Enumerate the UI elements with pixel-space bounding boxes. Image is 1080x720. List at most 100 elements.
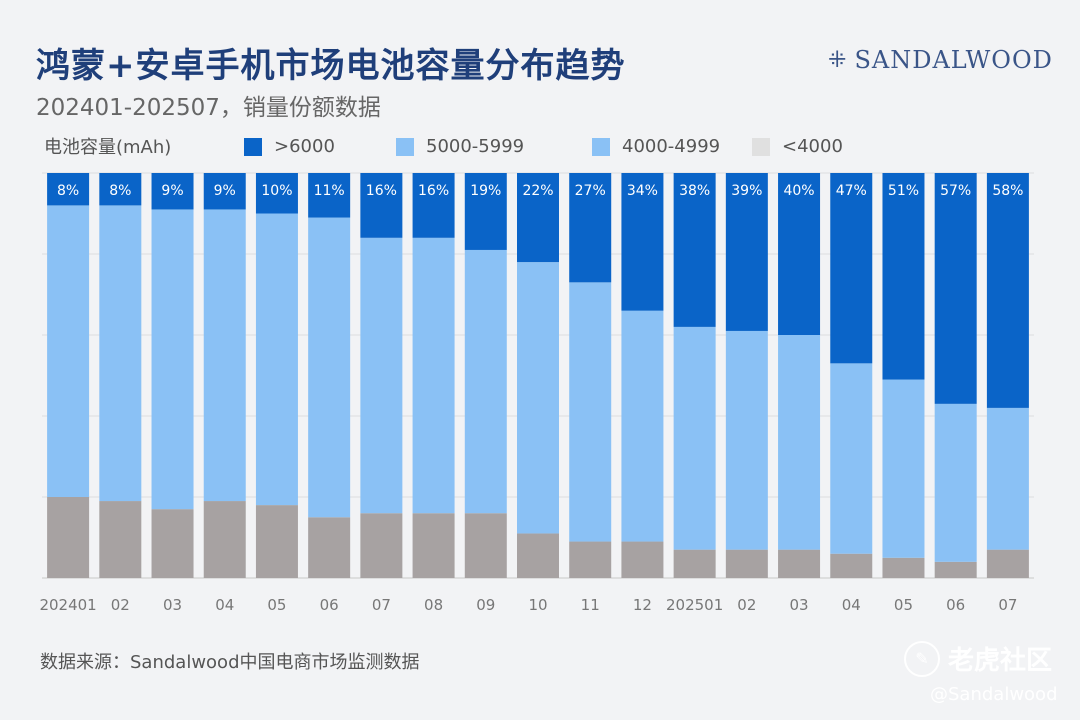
unit-label: 电池容量(mAh) — [44, 137, 172, 158]
legend-swatch — [592, 137, 610, 156]
brand-logo: ⁜ SANDALWOOD — [828, 46, 1053, 74]
bar-segment — [830, 363, 873, 554]
data-label: 8% — [109, 183, 131, 199]
bar-segment — [934, 561, 977, 578]
x-tick-label: 202401 — [39, 596, 96, 614]
bar-segment — [621, 173, 664, 311]
x-tick-label: 202501 — [666, 596, 723, 614]
bar-segment — [360, 513, 403, 578]
bar-segment — [569, 282, 612, 542]
bar-segment — [255, 213, 298, 506]
bar-segment — [464, 513, 507, 578]
bar-segment — [412, 513, 455, 578]
x-tick-label: 07 — [998, 596, 1017, 614]
chart-subtitle: 202401-202507，销量份额数据 — [36, 95, 381, 121]
bar-segment — [986, 549, 1029, 578]
bar-segment — [569, 541, 612, 578]
bar-segment — [47, 497, 90, 578]
x-tick-label: 07 — [372, 596, 391, 614]
bar-segment — [99, 205, 142, 502]
bar-segment — [517, 533, 559, 578]
bar-segment — [569, 173, 612, 283]
x-tick-label: 06 — [946, 596, 965, 614]
data-label: 47% — [836, 183, 867, 199]
bar-segment — [308, 173, 351, 218]
bar-segment — [986, 173, 1029, 408]
bar-segment — [203, 501, 246, 578]
bar-segment — [621, 541, 664, 578]
data-label: 57% — [940, 183, 971, 199]
bar-segment — [203, 209, 246, 502]
data-label: 38% — [679, 183, 710, 199]
x-tick-label: 02 — [111, 596, 130, 614]
x-tick-label: 05 — [894, 596, 913, 614]
bar-segment — [308, 517, 351, 578]
bar-segment — [621, 310, 664, 542]
data-label: 19% — [470, 183, 501, 199]
bar-segment — [934, 173, 977, 404]
source-note: 数据来源：Sandalwood中国电商市场监测数据 — [40, 652, 420, 673]
bar-segment — [778, 549, 821, 578]
data-label: 58% — [992, 183, 1023, 199]
bar-segment — [673, 326, 716, 550]
data-label: 9% — [214, 183, 236, 199]
watermark: ✎ 老虎社区 — [904, 640, 1052, 677]
bar-segment — [99, 173, 142, 206]
x-tick-label: 06 — [320, 596, 339, 614]
data-label: 9% — [161, 183, 183, 199]
data-label: 10% — [261, 183, 292, 199]
bar-segment — [151, 173, 194, 210]
bar-segment — [412, 237, 455, 514]
data-label: 40% — [783, 183, 814, 199]
bar-segment — [778, 335, 821, 550]
legend-label: >6000 — [274, 136, 335, 157]
data-label: 27% — [575, 183, 606, 199]
bar-segment — [47, 205, 90, 497]
x-tick-label: 02 — [737, 596, 756, 614]
bar-segment — [725, 330, 768, 550]
legend-label: 5000-5999 — [426, 136, 525, 157]
x-tick-label: 04 — [842, 596, 861, 614]
bar-segment — [255, 505, 298, 578]
brand-name: SANDALWOOD — [854, 46, 1053, 74]
legend-label: 4000-4999 — [622, 136, 721, 157]
bar-segment — [882, 173, 925, 380]
bar-segment — [255, 173, 298, 214]
bar-segment — [151, 209, 194, 510]
bar-segment — [151, 509, 194, 578]
legend: >6000 5000-5999 4000-4999 <4000 — [244, 136, 843, 157]
legend-item: <4000 — [752, 136, 843, 157]
x-tick-label: 10 — [528, 596, 547, 614]
bar-segment — [360, 237, 403, 514]
bar-segment — [986, 407, 1029, 550]
legend-swatch — [752, 137, 770, 156]
x-tick-label: 05 — [267, 596, 286, 614]
watermark-text: 老虎社区 — [948, 646, 1053, 676]
bar-segment — [934, 403, 977, 562]
data-label: 16% — [418, 183, 449, 199]
data-label: 11% — [314, 183, 345, 199]
bar-segment — [517, 173, 559, 263]
legend-swatch — [244, 137, 262, 156]
watermark-handle: @Sandalwood — [930, 684, 1058, 705]
x-tick-label: 03 — [790, 596, 809, 614]
bar-segment — [673, 549, 716, 578]
data-label: 39% — [731, 183, 762, 199]
x-tick-label: 09 — [476, 596, 495, 614]
bar-segment — [830, 173, 873, 364]
legend-label: <4000 — [782, 136, 843, 157]
bar-segment — [412, 173, 455, 238]
legend-item: 4000-4999 — [592, 136, 752, 157]
bar-segment — [882, 379, 925, 558]
x-tick-label: 03 — [163, 596, 182, 614]
legend-item: 5000-5999 — [396, 136, 592, 157]
x-tick-label: 11 — [581, 596, 600, 614]
x-tick-label: 12 — [633, 596, 652, 614]
bar-segment — [464, 249, 507, 514]
bar-segment — [464, 173, 507, 250]
chart-title: 鸿蒙+安卓手机市场电池容量分布趋势 — [36, 46, 626, 86]
x-tick-label: 08 — [424, 596, 443, 614]
sandalwood-logo-icon: ⁜ — [828, 47, 847, 73]
